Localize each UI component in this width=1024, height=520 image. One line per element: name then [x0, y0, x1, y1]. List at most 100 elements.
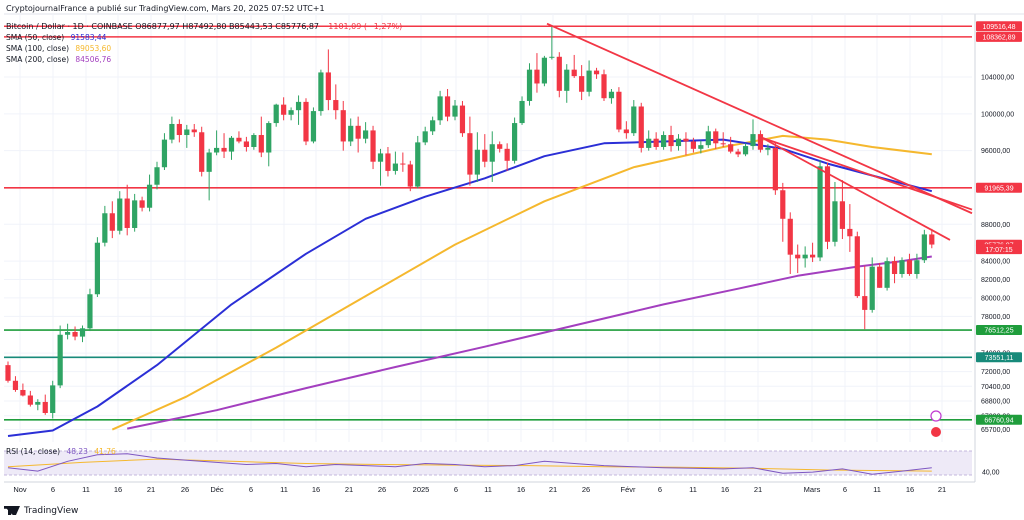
x-tick-label: 26 — [181, 485, 189, 494]
candle-body — [891, 261, 898, 275]
candle-body — [705, 131, 711, 146]
sma200-legend[interactable]: SMA (200, close) 84506,76 — [6, 55, 111, 64]
symbol-legend[interactable]: Bitcoin / Dollar · 1D · COINBASE O86877,… — [6, 22, 402, 31]
candle-body — [593, 70, 600, 75]
candle-body — [854, 236, 860, 297]
x-tick-label: 16 — [721, 485, 729, 494]
candle-body — [12, 380, 19, 390]
candle-body — [519, 100, 525, 124]
candle-body — [348, 125, 354, 142]
x-tick-label: 11 — [280, 485, 288, 494]
x-tick-label: 21 — [147, 485, 155, 494]
sma50-legend[interactable]: SMA (50, close) 91583,44 — [6, 33, 106, 42]
candle-body — [646, 138, 652, 148]
rsi-tick-label: 40,00 — [982, 470, 1000, 477]
candle-body — [713, 131, 719, 144]
y-tick-label: 68800,00 — [981, 399, 1010, 406]
rsi-label: RSI (14, close) — [6, 447, 61, 456]
candle-body — [437, 96, 443, 121]
candle-body — [206, 152, 212, 172]
sma100-legend[interactable]: SMA (100, close) 89053,60 — [6, 44, 111, 53]
candle-body — [631, 106, 637, 134]
x-tick-label: 21 — [345, 485, 353, 494]
candle-body — [407, 164, 413, 187]
price-label-text: 108362,89 — [982, 34, 1015, 41]
rsi-legend[interactable]: RSI (14, close) 48,23 41,76 — [6, 447, 116, 456]
candle-body — [109, 213, 115, 231]
y-tick-label: 88000,00 — [981, 222, 1010, 229]
price-label-box — [976, 325, 1022, 336]
x-tick-label: Mars — [804, 485, 821, 494]
candle-body — [5, 365, 11, 381]
candle-body — [318, 72, 324, 112]
candle-body — [184, 129, 190, 136]
price-label-text: 17:07:15 — [985, 247, 1012, 254]
candle-body — [742, 146, 749, 155]
candle-body — [698, 145, 704, 149]
sma200-line — [126, 255, 932, 430]
sma50-value: 91583,44 — [70, 33, 107, 42]
candle-body — [832, 201, 838, 242]
ohlc-low: B85443,53 — [229, 22, 273, 31]
candle-body — [877, 266, 883, 288]
candle-body — [459, 105, 466, 134]
x-tick-label: 21 — [549, 485, 557, 494]
candle-body — [929, 234, 935, 245]
candle-body — [906, 260, 913, 275]
candle-body — [497, 144, 503, 149]
candle-body — [556, 56, 562, 91]
x-tick-label: 21 — [938, 485, 946, 494]
candle-body — [474, 149, 480, 175]
candle-body — [489, 144, 495, 162]
candle-body — [534, 69, 540, 84]
ohlc-high: H87492,80 — [182, 22, 227, 31]
rsi-value2: 41,76 — [94, 447, 116, 456]
candle-body — [191, 129, 197, 133]
candle-body — [921, 234, 927, 261]
sma100-value: 89053,60 — [75, 44, 112, 53]
x-tick-label: Nov — [13, 485, 27, 494]
sma200-label: SMA (200, close) — [6, 55, 69, 64]
x-tick-label: 26 — [378, 485, 386, 494]
x-tick-label: 6 — [658, 485, 662, 494]
candle-body — [400, 163, 406, 165]
candle-body — [914, 260, 920, 275]
candle-body — [601, 74, 607, 99]
candle-body — [363, 130, 369, 139]
price-label-box — [976, 182, 1022, 193]
candle-body — [616, 91, 622, 130]
brand-label: TradingView — [24, 506, 79, 516]
candle-body — [683, 138, 689, 142]
candle-body — [35, 401, 41, 405]
price-label-box — [976, 31, 1022, 42]
candle-body — [132, 200, 138, 228]
candle-body — [728, 144, 734, 152]
candle-body — [57, 334, 63, 386]
candle-body — [415, 142, 421, 187]
rsi-line — [7, 453, 932, 475]
ohlc-change: −1101,09 (−1,27%) — [321, 22, 403, 31]
candle-body — [668, 135, 674, 147]
y-tick-label: 100000,00 — [981, 111, 1014, 118]
tradingview-footer[interactable]: TradingView — [4, 506, 78, 516]
ohlc-open: O86877,97 — [135, 22, 180, 31]
candle-body — [72, 331, 78, 337]
candle-body — [504, 148, 510, 161]
candle-body — [772, 147, 778, 191]
candle-body — [571, 69, 577, 77]
sma100-line — [111, 134, 932, 431]
y-tick-label: 70400,00 — [981, 384, 1010, 391]
candle-body — [795, 254, 801, 259]
candle-body — [884, 261, 890, 288]
x-tick-label: 16 — [114, 485, 122, 494]
candle-body — [526, 69, 533, 101]
candle-body — [392, 163, 398, 171]
candle-body — [467, 133, 473, 175]
candle-body — [385, 153, 391, 171]
candle-body — [541, 57, 547, 84]
x-tick-label: 2025 — [413, 485, 430, 494]
x-tick-label: 11 — [873, 485, 881, 494]
rsi-ma-line — [7, 458, 932, 472]
candle-body — [780, 190, 786, 219]
